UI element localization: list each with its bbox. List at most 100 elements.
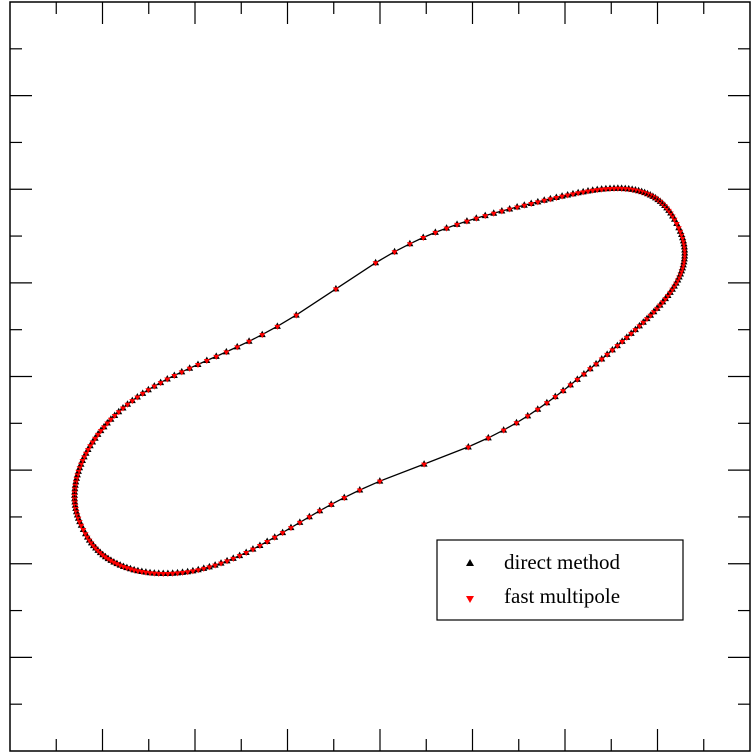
marker-fast-multipole bbox=[521, 203, 528, 209]
plot-frame bbox=[9, 1, 751, 752]
marker-fast-multipole bbox=[654, 306, 661, 312]
marker-fast-multipole bbox=[341, 496, 348, 502]
marker-fast-multipole bbox=[113, 562, 120, 568]
marker-fast-multipole bbox=[293, 313, 300, 319]
marker-fast-multipole bbox=[107, 558, 114, 564]
marker-fast-multipole bbox=[681, 245, 688, 251]
marker-fast-multipole bbox=[274, 324, 281, 330]
marker-fast-multipole bbox=[328, 502, 335, 508]
marker-fast-multipole bbox=[94, 432, 101, 438]
marker-fast-multipole bbox=[640, 320, 647, 326]
marker-fast-multipole bbox=[485, 436, 492, 442]
marker-fast-multipole bbox=[664, 293, 671, 299]
marker-fast-multipole bbox=[356, 488, 363, 494]
marker-fast-multipole bbox=[628, 331, 635, 337]
marker-fast-multipole bbox=[680, 260, 687, 266]
marker-fast-multipole bbox=[580, 190, 587, 196]
marker-fast-multipole bbox=[574, 377, 581, 383]
marker-fast-multipole bbox=[513, 421, 520, 427]
marker-fast-multipole bbox=[234, 345, 241, 351]
marker-fast-multipole bbox=[169, 571, 176, 577]
marker-fast-multipole bbox=[87, 444, 94, 450]
marker-fast-multipole bbox=[271, 535, 278, 541]
marker-fast-multipole bbox=[179, 570, 186, 576]
marker-fast-multipole bbox=[500, 428, 507, 434]
marker-fast-multipole bbox=[498, 209, 505, 215]
marker-fast-multipole bbox=[543, 401, 550, 407]
marker-fast-multipole bbox=[432, 230, 439, 236]
marker-fast-multipole bbox=[259, 333, 266, 339]
marker-fast-multipole bbox=[206, 565, 213, 571]
marker-fast-multipole bbox=[420, 236, 427, 242]
marker-fast-multipole bbox=[85, 447, 92, 453]
marker-fast-multipole bbox=[75, 516, 82, 522]
marker-fast-multipole bbox=[246, 339, 253, 345]
marker-fast-multipole bbox=[593, 362, 600, 368]
marker-fast-multipole bbox=[76, 466, 83, 472]
marker-fast-multipole bbox=[107, 417, 114, 423]
marker-fast-multipole bbox=[279, 531, 286, 537]
marker-fast-multipole bbox=[104, 421, 111, 427]
marker-fast-multipole bbox=[77, 462, 84, 468]
marker-fast-multipole bbox=[164, 571, 171, 577]
marker-fast-multipole bbox=[80, 528, 87, 534]
marker-fast-multipole bbox=[296, 520, 303, 526]
marker-fast-multipole bbox=[264, 540, 271, 546]
marker-fast-multipole bbox=[678, 269, 685, 275]
marker-fast-multipole bbox=[463, 219, 470, 225]
marker-fast-multipole bbox=[623, 335, 630, 341]
marker-fast-multipole bbox=[589, 188, 596, 194]
marker-fast-multipole bbox=[139, 391, 146, 397]
marker-fast-multipole bbox=[585, 189, 592, 195]
marker-fast-multipole bbox=[316, 509, 323, 515]
marker-fast-multipole bbox=[134, 395, 141, 401]
marker-fast-multipole bbox=[619, 339, 626, 345]
marker-fast-multipole bbox=[155, 571, 162, 577]
marker-fast-multipole bbox=[147, 571, 154, 577]
marker-fast-multipole bbox=[534, 407, 541, 413]
marker-fast-multipole bbox=[151, 384, 158, 390]
marker-fast-multipole bbox=[614, 344, 621, 350]
marker-fast-multipole bbox=[332, 287, 339, 293]
marker-fast-multipole bbox=[81, 455, 88, 461]
marker-fast-multipole bbox=[680, 263, 687, 269]
marker-fast-multipole bbox=[213, 354, 220, 360]
legend-label-direct-method: direct method bbox=[504, 550, 621, 574]
marker-fast-multipole bbox=[195, 568, 202, 574]
marker-fast-multipole bbox=[111, 414, 118, 420]
marker-fast-multipole bbox=[119, 406, 126, 412]
marker-fast-multipole bbox=[594, 188, 601, 194]
marker-fast-multipole bbox=[124, 402, 131, 408]
marker-fast-multipole bbox=[657, 303, 664, 309]
data-markers bbox=[71, 184, 689, 577]
marker-fast-multipole bbox=[236, 554, 243, 560]
marker-fast-multipole bbox=[609, 348, 616, 354]
marker-fast-multipole bbox=[667, 290, 674, 296]
marker-fast-multipole bbox=[514, 205, 521, 211]
legend: direct method fast multipole bbox=[436, 539, 684, 621]
legend-label-fast-multipole: fast multipole bbox=[504, 584, 620, 608]
marker-fast-multipole bbox=[200, 566, 207, 572]
marker-fast-multipole bbox=[287, 526, 294, 532]
marker-fast-multipole bbox=[160, 571, 167, 577]
marker-fast-multipole bbox=[575, 191, 582, 197]
marker-fast-multipole bbox=[547, 197, 554, 203]
marker-fast-multipole bbox=[610, 186, 617, 192]
marker-fast-multipole bbox=[117, 563, 124, 569]
marker-fast-multipole bbox=[421, 462, 428, 468]
marker-fast-multipole bbox=[465, 445, 472, 451]
marker-fast-multipole bbox=[243, 551, 250, 557]
marker-fast-multipole bbox=[224, 559, 231, 565]
marker-fast-multipole bbox=[650, 310, 657, 316]
marker-fast-multipole bbox=[174, 571, 181, 577]
marker-fast-multipole bbox=[681, 254, 688, 260]
marker-fast-multipole bbox=[659, 300, 666, 306]
marker-fast-multipole bbox=[194, 362, 201, 368]
marker-fast-multipole bbox=[681, 251, 688, 257]
marker-fast-multipole bbox=[602, 187, 609, 193]
marker-fast-multipole bbox=[560, 389, 567, 395]
marker-fast-multipole bbox=[84, 535, 91, 541]
marker-fast-multipole bbox=[115, 410, 122, 416]
marker-fast-multipole bbox=[506, 207, 513, 213]
marker-fast-multipole bbox=[669, 287, 676, 293]
